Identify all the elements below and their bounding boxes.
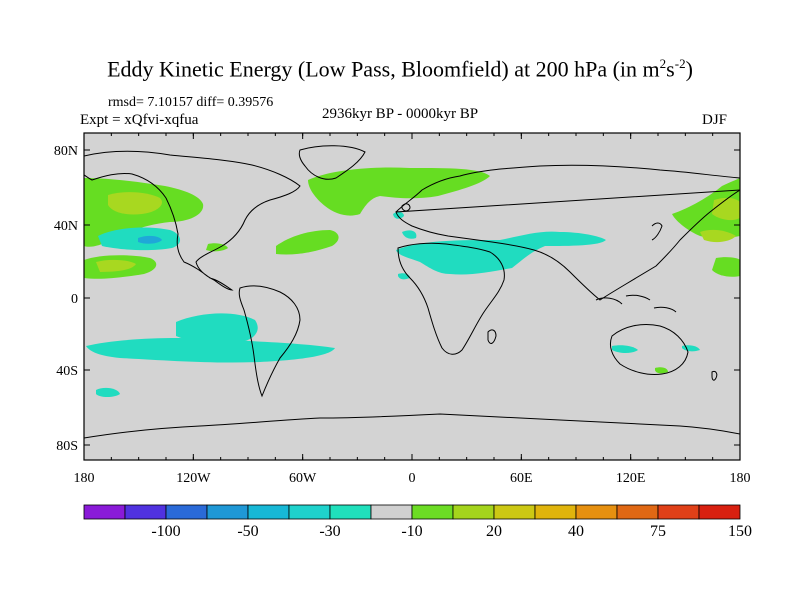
colorbar-swatch [370,504,413,520]
longitude-label: 120E [616,471,646,486]
contour-region-cyan [396,231,606,275]
colorbar-swatch [575,504,618,520]
colorbar-swatch [83,504,126,520]
latitude-label: 40N [54,219,78,234]
colorbar-labels: -100 -50 -30 -10 20 40 75 150 [151,523,752,540]
colorbar-swatch [452,504,495,520]
coastline-madagascar [487,329,497,344]
colorbar-swatch [698,504,741,520]
colorbar-label: 75 [650,523,666,540]
map-title: Eddy Kinetic Energy (Low Pass, Bloomfiel… [107,56,693,82]
longitude-label: 120W [176,471,211,486]
latitude-label: 0 [71,292,78,307]
season-label: DJF [702,112,728,128]
longitude-labels: 180 120W 60W 0 60E 120E 180 [74,471,751,486]
coastline-africa [397,242,505,355]
anomaly-field [84,167,740,397]
coastline-eurasia [395,164,740,301]
stats-label: rmsd= 7.10157 diff= 0.39576 [108,95,274,110]
latitude-labels: 80N 40N 0 40S 80S [54,144,78,454]
colorbar-swatch [534,504,577,520]
colorbar-label: -10 [401,523,422,540]
coastline-north-america [84,150,301,291]
contour-region-cyan [176,313,258,344]
colorbar-swatch [616,504,659,520]
coastline-islands [595,294,677,313]
coastlines [84,145,740,439]
colorbar-label: -50 [237,523,258,540]
colorbar-label: 40 [568,523,584,540]
latitude-label: 80N [54,144,78,159]
coastline-japan [651,222,663,241]
colorbar-swatch [493,504,536,520]
contour-region-green [672,178,740,239]
contour-region-green [655,367,668,374]
contour-region-cyan [393,211,404,219]
coastline-uk [401,203,411,212]
colorbar-label: 20 [486,523,502,540]
coastline-greenland [298,145,366,180]
latitude-label: 40S [56,364,78,379]
tick-marks [83,133,741,460]
longitude-label: 60W [289,471,317,486]
longitude-label: 180 [730,471,751,486]
contour-region-green [276,230,339,255]
latitude-label: 80S [56,439,78,454]
colorbar-swatch [288,504,331,520]
contour-region-blue [138,235,162,244]
contour-region-yellowgreen [712,197,740,221]
longitude-label: 60E [510,471,533,486]
colorbar-swatch [165,504,208,520]
contour-region-yellowgreen [108,192,162,215]
coastline-antarctica [84,413,740,439]
contour-region-cyan [402,230,417,239]
colorbar-label: 150 [728,523,752,540]
longitude-label: 180 [74,471,95,486]
experiment-label: Expt = xQfvi-xqfua [80,112,199,128]
contour-region-cyan [96,387,120,397]
longitude-label: 0 [409,471,416,486]
contour-region-green [712,257,740,277]
coastline-south-america [238,285,301,398]
colorbar-swatch [411,504,454,520]
contour-region-cyan [682,345,700,352]
colorbar-swatch [329,504,372,520]
contour-region-yellowgreen [96,259,136,272]
colorbar-label: -30 [319,523,340,540]
colorbar [83,504,741,520]
coastline-australia [609,323,689,375]
colorbar-swatch [206,504,249,520]
colorbar-swatch [657,504,700,520]
period-label: 2936kyr BP - 0000kyr BP [321,106,479,122]
colorbar-swatch [247,504,290,520]
colorbar-label: -100 [151,523,180,540]
contour-region-cyan [86,338,335,363]
contour-region-yellowgreen [700,229,736,243]
colorbar-swatch [124,504,167,520]
contour-region-cyan [612,345,638,353]
coastline-new-zealand [711,371,718,381]
